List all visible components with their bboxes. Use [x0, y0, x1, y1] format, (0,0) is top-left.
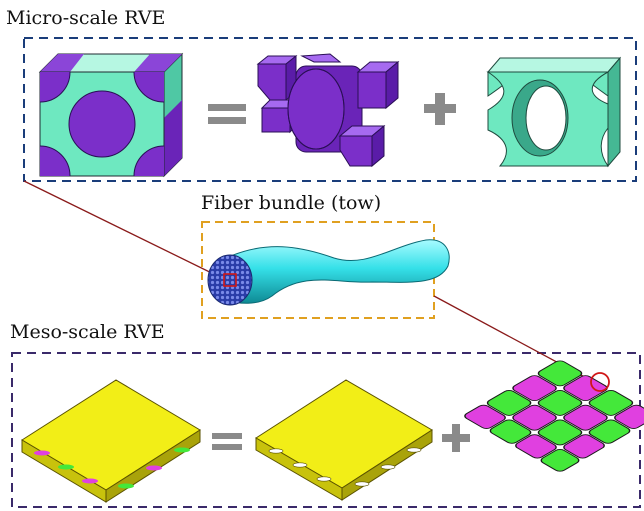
meso-zoom-marker: [590, 372, 610, 392]
fiber-bundle-tow: [207, 239, 450, 306]
micro-frame: [23, 37, 637, 182]
meso-rve-laminate: [21, 379, 201, 503]
micro-equals-sign: [208, 104, 246, 124]
micro-plus-sign: [424, 93, 456, 125]
micro-matrix-shell: [486, 56, 622, 168]
tow-title: Fiber bundle (tow): [201, 192, 382, 214]
micro-scale-title: Micro-scale RVE: [6, 7, 166, 29]
micro-fibers-exploded: [256, 53, 400, 168]
meso-matrix-block: [255, 379, 433, 501]
micro-to-tow-link: [23, 180, 231, 283]
meso-plus-sign: [442, 424, 470, 452]
meso-equals-sign: [212, 433, 242, 450]
woven-fabric-tows: [464, 360, 644, 472]
tow-zoom-marker: [223, 273, 237, 287]
micro-rve-block: [38, 52, 184, 178]
meso-scale-title: Meso-scale RVE: [10, 321, 165, 343]
meso-frame: [11, 352, 641, 508]
